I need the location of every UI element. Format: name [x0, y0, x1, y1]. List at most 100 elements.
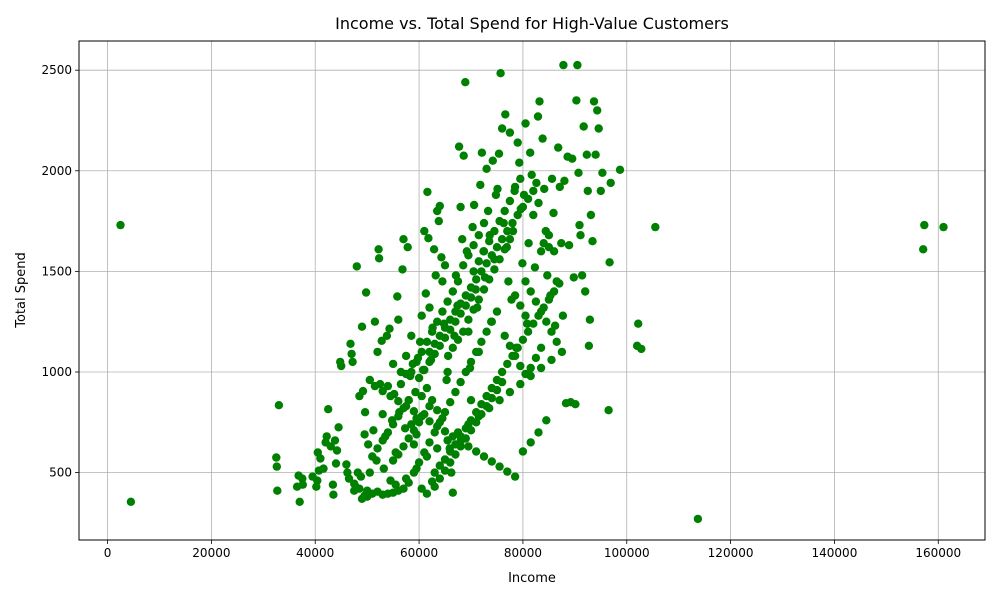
scatter-point: [518, 335, 528, 344]
scatter-point: [536, 307, 546, 316]
scatter-point: [477, 148, 487, 157]
scatter-point: [417, 484, 426, 493]
scatter-point: [588, 237, 597, 246]
scatter-point: [347, 349, 356, 359]
scatter-point: [417, 347, 426, 357]
scatter-point: [361, 288, 371, 297]
y-tick-label: 500: [49, 466, 72, 480]
scatter-point: [526, 287, 535, 296]
scatter-point: [420, 410, 429, 419]
scatter-point: [443, 367, 452, 377]
scatter-point: [453, 428, 463, 437]
scatter-point: [479, 285, 489, 294]
scatter-point: [526, 148, 535, 157]
scatter-point: [523, 194, 533, 204]
scatter-point: [503, 359, 512, 369]
scatter-point: [920, 220, 929, 230]
scatter-point: [448, 343, 457, 352]
x-tick-label: 120000: [708, 546, 754, 560]
x-tick-label: 20000: [192, 546, 230, 560]
scatter-point: [500, 331, 509, 340]
scatter-point: [495, 396, 504, 405]
scatter-point: [348, 357, 357, 367]
scatter-point: [424, 234, 433, 243]
scatter-point: [116, 220, 125, 230]
scatter-point: [437, 253, 446, 262]
scatter-point: [536, 247, 546, 256]
scatter-point: [505, 196, 515, 206]
scatter-point: [531, 353, 541, 363]
scatter-point: [396, 379, 406, 389]
scatter-point: [513, 210, 522, 220]
scatter-point: [425, 357, 434, 367]
scatter-point: [571, 400, 580, 409]
scatter-point: [434, 216, 443, 226]
scatter-point: [422, 452, 432, 461]
scatter-point: [464, 315, 473, 324]
scatter-point: [529, 210, 538, 220]
scatter-point: [446, 325, 455, 334]
scatter-point: [456, 309, 465, 318]
scatter-point: [453, 277, 463, 286]
scatter-point: [581, 287, 590, 296]
scatter-point: [477, 267, 486, 276]
scatter-point: [582, 150, 591, 159]
scatter-point: [401, 474, 411, 483]
scatter-point: [401, 351, 411, 361]
scatter-point: [477, 410, 486, 419]
scatter-point: [461, 78, 470, 87]
chart-title: Income vs. Total Spend for High-Value Cu…: [335, 14, 729, 33]
scatter-point: [420, 226, 429, 236]
scatter-point: [530, 263, 540, 272]
scatter-point: [438, 277, 447, 286]
scatter-point: [372, 456, 381, 465]
scatter-point: [404, 396, 413, 405]
scatter-point: [500, 206, 509, 216]
scatter-point: [443, 351, 453, 361]
y-axis-ticks: 500 1000 1500 2000 2500: [41, 63, 79, 480]
scatter-point: [417, 311, 426, 320]
scatter-point: [516, 301, 525, 310]
scatter-point: [350, 479, 359, 488]
scatter-point: [523, 327, 533, 336]
scatter-point: [435, 474, 444, 483]
scatter-point: [557, 239, 566, 248]
scatter-point: [495, 216, 504, 226]
scatter-point: [472, 275, 481, 284]
scatter-point: [319, 464, 328, 473]
scatter-point: [495, 462, 504, 471]
scatter-point: [330, 436, 340, 445]
scatter-point: [412, 357, 421, 367]
scatter-point: [606, 178, 615, 188]
scatter-point: [430, 482, 439, 491]
scatter-point: [919, 245, 928, 254]
scatter-point: [425, 438, 434, 447]
scatter-point: [615, 165, 625, 174]
scatter-point: [593, 106, 602, 115]
scatter-point: [360, 491, 369, 500]
scatter-point: [637, 344, 646, 354]
x-tick-label: 140000: [812, 546, 858, 560]
scatter-point: [415, 337, 425, 346]
scatter-point: [272, 453, 281, 462]
scatter-point: [583, 186, 592, 196]
scatter-point: [388, 420, 398, 429]
scatter-point: [453, 335, 463, 344]
scatter-point: [505, 387, 515, 397]
scatter-point: [510, 182, 520, 192]
scatter-point: [586, 210, 596, 220]
scatter-point: [417, 391, 426, 401]
scatter-point: [490, 265, 499, 274]
scatter-point: [378, 410, 387, 419]
scatter-point: [474, 231, 483, 240]
scatter-point: [534, 428, 543, 437]
scatter-point: [485, 237, 494, 246]
scatter-point: [518, 202, 528, 212]
scatter-point: [431, 271, 440, 280]
scatter-point: [591, 150, 600, 159]
scatter-point: [464, 442, 473, 451]
scatter-point: [573, 60, 582, 70]
scatter-point: [497, 367, 507, 377]
scatter-point: [559, 60, 568, 70]
scatter-point: [374, 245, 383, 254]
